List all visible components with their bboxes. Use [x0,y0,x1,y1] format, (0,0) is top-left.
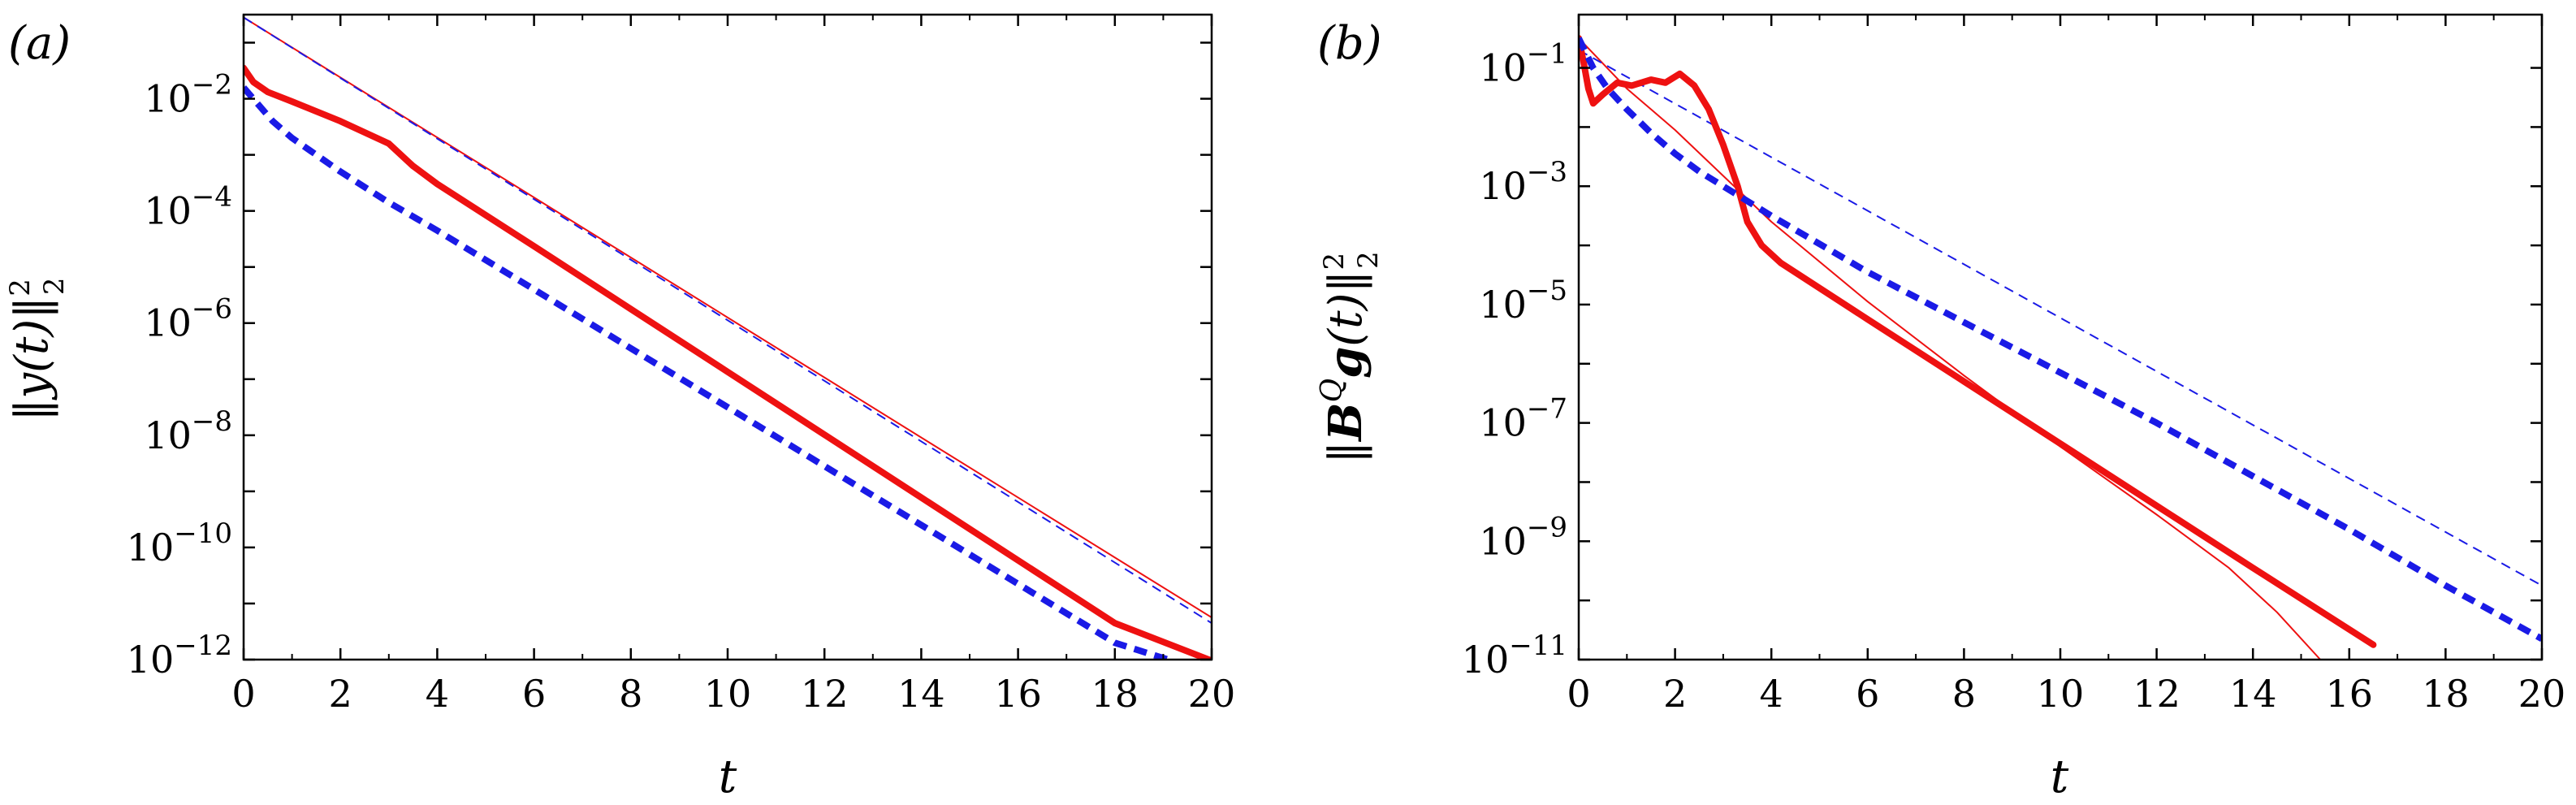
y-title-close-b: ‖ [1320,270,1372,293]
y-title-sub-a: 2 [38,277,71,295]
y-tick-label-a: 10−6 [144,293,232,345]
y-tick-label-a: 10−4 [144,181,232,233]
y-title-sup-b: 2 [1318,253,1351,270]
series-red-thick-solid-a [244,64,1212,660]
panel-label-b: (b) [1317,17,1382,70]
series-layer-b [1579,35,2542,660]
x-tick-label-a: 8 [619,672,642,716]
x-tick-label-b: 4 [1760,672,1783,716]
series-layer-a [244,16,1212,660]
plot-frame-a [242,13,1213,661]
x-tick-label-b: 12 [2133,672,2181,716]
y-title-bold-b: B [1319,402,1372,442]
x-tick-label-b: 20 [2518,672,2566,716]
x-tick-label-b: 14 [2229,672,2277,716]
series-blue-thick-dashed-a [244,85,1169,660]
x-tick-label-a: 16 [994,672,1042,716]
y-tick-label-b: 10−1 [1479,38,1567,90]
svg-text:‖y(t)‖22: ‖y(t)‖22 [4,277,71,421]
series-red-thin-solid-a [244,16,1212,619]
y-tick-label-b: 10−5 [1479,275,1567,327]
y-title-core-a: y(t) [6,319,58,401]
y-title-open-b: ‖ [1320,441,1372,464]
plot-area-a: 0 2 4 6 8 10 12 14 16 18 20 10−2 10−4 10−6 10−8 10−10 10… [127,13,1236,716]
y-title-core-b: (t) [1320,293,1372,347]
y-tick-label-a: 10−2 [144,69,232,121]
x-tick-label-a: 4 [426,672,449,716]
y-tick-label-b: 10−7 [1479,393,1567,445]
y-axis-title-b: ‖BQg(t)‖22 [1316,251,1385,464]
x-axis-title-b: t [2051,751,2069,803]
y-tick-label-a: 10−8 [144,405,232,457]
series-blue-thin-dashed-a [244,16,1212,624]
series-blue-thin-dashed-b [1579,49,2542,586]
series-red-thin-solid-b [1579,37,2321,660]
y-title-close-a: ‖ [6,296,58,319]
x-tick-label-a: 2 [329,672,352,716]
panel-a: (a) ‖y(t)‖22 t 0 2 4 6 8 10 12 14 16 18 2010−210−4… [4,13,1236,803]
plot-area-b: 0 2 4 6 8 10 12 14 16 18 20 10−1 10−3 10−5 10−7 10−9 10−… [1462,13,2566,716]
x-tick-label-b: 16 [2326,672,2374,716]
svg-text:‖BQg(t)‖22: ‖BQg(t)‖22 [1316,251,1385,464]
panel-b: (b) ‖BQg(t)‖22 t 0 2 4 6 8 10 12 14 16 18 2010−110… [1316,13,2566,803]
x-tick-label-a: 0 [231,672,255,716]
y-tick-label-a: 10−10 [127,517,232,569]
x-tick-label-a: 10 [704,672,752,716]
x-tick-label-b: 2 [1663,672,1687,716]
panel-label-a: (a) [8,17,71,70]
x-tick-label-b: 0 [1567,672,1590,716]
x-tick-label-b: 18 [2422,672,2470,716]
y-title-sub-b: 2 [1352,251,1385,269]
y-tick-label-b: 10−11 [1462,630,1567,682]
y-title-sup-a: 2 [4,279,37,296]
x-tick-label-a: 20 [1188,672,1236,716]
series-red-thick-solid-b [1579,35,2377,648]
y-title-open-a: ‖ [6,399,58,422]
y-tick-label-b: 10−3 [1479,156,1567,208]
x-tick-label-a: 18 [1091,672,1139,716]
x-tick-label-a: 12 [801,672,849,716]
x-axis-title-a: t [719,751,737,803]
series-blue-thick-dashed-b [1579,37,2542,643]
y-tick-label-b: 10−9 [1479,511,1567,563]
y-title-supQ-b: Q [1316,379,1349,403]
y-title-bold2-b: g [1319,347,1372,379]
x-tick-label-b: 10 [2037,672,2085,716]
x-tick-label-a: 14 [897,672,945,716]
y-tick-label-a: 10−12 [127,630,232,682]
x-tick-label-a: 6 [522,672,546,716]
plot-frame-b [1577,13,2544,661]
y-axis-title-a: ‖y(t)‖22 [4,277,71,421]
x-tick-label-b: 6 [1856,672,1879,716]
x-tick-label-b: 8 [1952,672,1976,716]
